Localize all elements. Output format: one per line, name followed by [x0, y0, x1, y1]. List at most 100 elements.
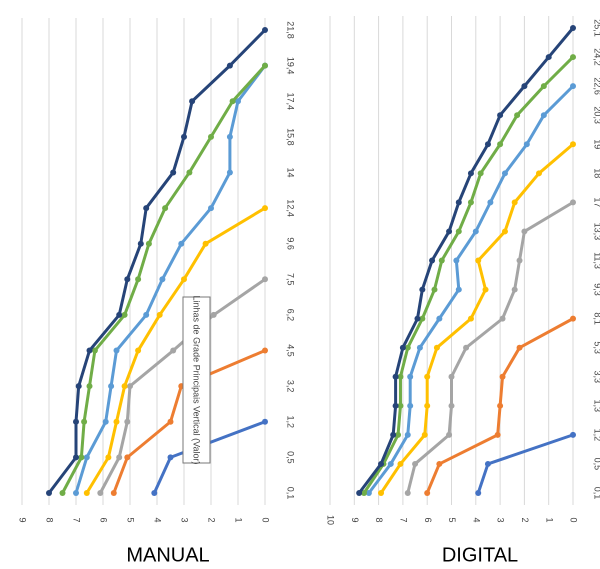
data-point [570, 315, 576, 322]
x-tick-label: 4,5 [286, 344, 296, 357]
data-point [421, 431, 428, 438]
data-point [494, 431, 501, 438]
data-point [262, 205, 268, 212]
data-point [484, 460, 491, 467]
x-tick-label: 15,8 [286, 128, 296, 146]
data-point [73, 490, 79, 496]
data-point [121, 383, 128, 390]
data-point [514, 112, 521, 119]
data-point [387, 460, 394, 467]
data-point [501, 170, 508, 177]
data-point [475, 490, 482, 496]
x-tick-label: 12,4 [286, 199, 296, 217]
y-tick-label: 4 [153, 517, 163, 522]
data-point [235, 98, 241, 105]
data-point [570, 141, 576, 148]
x-tick-label: 9,3 [593, 283, 600, 296]
data-point [511, 199, 518, 206]
data-point [113, 347, 120, 354]
x-tick-label: 18 [593, 168, 600, 178]
data-point [361, 490, 368, 496]
y-tick-label: 1 [544, 517, 554, 522]
data-point [151, 490, 158, 496]
y-tick-label: 6 [423, 517, 433, 522]
x-tick-label: 22,6 [593, 77, 600, 95]
y-tick-label: 10 [326, 515, 336, 525]
y-tick-label: 2 [207, 517, 217, 522]
data-point [181, 276, 187, 283]
data-point [110, 490, 117, 496]
y-tick-label: 2 [520, 517, 530, 522]
y-tick-label: 1 [234, 517, 244, 522]
data-point [535, 170, 542, 177]
data-point [121, 311, 128, 318]
data-point [167, 418, 174, 425]
data-point [467, 315, 474, 322]
data-point [124, 418, 131, 425]
data-point [570, 199, 576, 206]
x-tick-label: 24,2 [593, 48, 600, 66]
data-point [116, 454, 123, 461]
data-point [108, 383, 115, 390]
data-point [433, 344, 440, 351]
data-point [540, 112, 547, 119]
data-point [226, 169, 233, 176]
y-tick-label: 8 [45, 517, 55, 522]
data-point [523, 141, 530, 148]
y-tick-label: 0 [569, 517, 579, 522]
data-point [501, 228, 508, 235]
data-point [463, 344, 470, 351]
data-point [170, 347, 177, 354]
series-line [47, 28, 267, 494]
data-point [135, 276, 142, 283]
data-point [83, 490, 90, 496]
data-point [516, 344, 523, 351]
y-tick-label: 8 [374, 517, 384, 522]
y-tick-label: 5 [126, 517, 136, 522]
data-point [453, 257, 460, 264]
data-point [124, 276, 131, 283]
data-point [86, 383, 93, 390]
data-point [484, 141, 491, 148]
data-point [143, 205, 150, 212]
data-point [208, 205, 214, 212]
x-tick-label: 9,6 [286, 237, 296, 250]
data-point [262, 27, 268, 33]
data-point [419, 286, 426, 293]
data-point [497, 141, 504, 148]
x-tick-label: 0,5 [593, 458, 600, 471]
data-point [181, 133, 187, 140]
data-point [392, 373, 399, 380]
data-point [497, 402, 504, 409]
data-point [407, 402, 414, 409]
data-point [159, 276, 166, 283]
data-point [570, 54, 576, 61]
y-tick-label: 5 [447, 517, 457, 522]
series-line [357, 27, 575, 494]
data-point [170, 169, 177, 176]
y-tick-label: 0 [261, 517, 271, 522]
data-point [137, 240, 144, 247]
y-tick-label: 6 [99, 517, 109, 522]
data-point [186, 169, 193, 176]
data-point [59, 490, 66, 496]
x-tick-label: 17,4 [286, 92, 296, 110]
data-point [521, 228, 528, 235]
data-point [467, 170, 474, 177]
data-point [404, 344, 411, 351]
x-tick-label: 0,1 [286, 487, 296, 500]
data-point [570, 83, 576, 90]
data-point [516, 257, 523, 264]
x-tick-label: 1,2 [593, 429, 600, 442]
data-point [162, 205, 169, 212]
data-point [499, 373, 506, 380]
data-point [431, 286, 438, 293]
data-point [448, 373, 455, 380]
data-point [392, 402, 399, 409]
data-point [412, 460, 419, 467]
y-tick-label: 9 [18, 517, 28, 522]
data-point [75, 383, 82, 390]
x-tick-label: 5,3 [593, 341, 600, 354]
data-point [178, 240, 185, 247]
data-point [419, 315, 426, 322]
